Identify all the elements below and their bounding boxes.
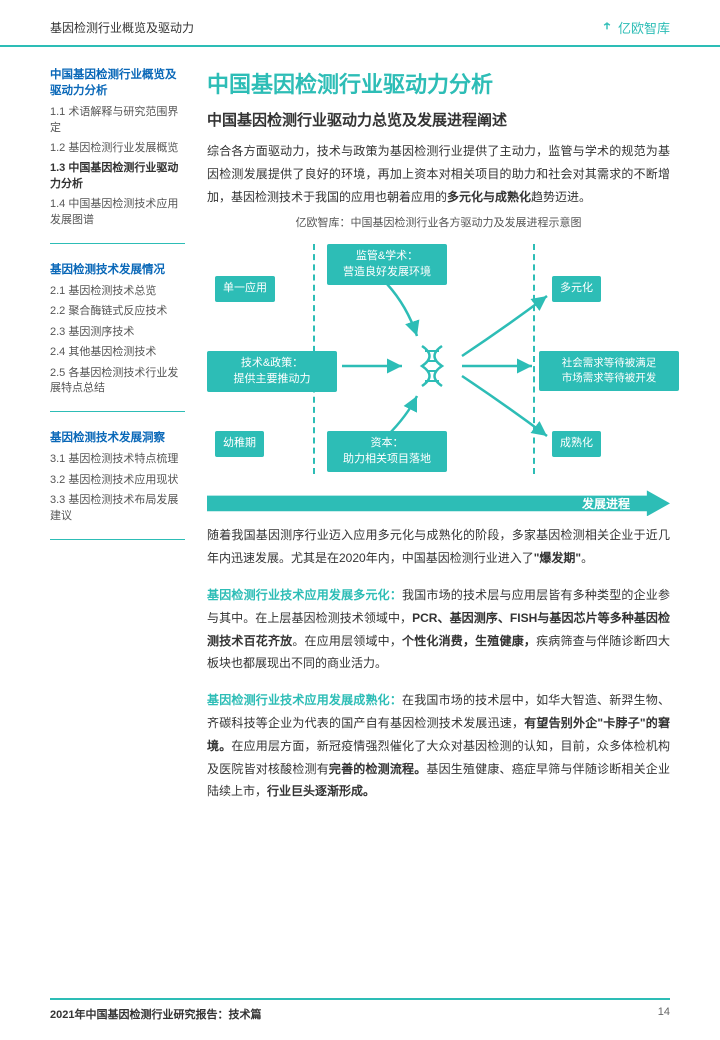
p3-lead: 基因检测行业技术应用发展多元化：: [207, 588, 402, 602]
intro-emphasis: 多元化与成熟化: [447, 190, 531, 204]
header-breadcrumb: 基因检测行业概览及驱动力: [50, 19, 194, 36]
toc-section: 基因检测技术发展情况 2.1 基因检测技术总览 2.2 聚合酶链式反应技术 2.3 基…: [50, 262, 185, 412]
dash-divider-2: [533, 244, 535, 474]
logo-icon: [600, 21, 614, 35]
toc-item[interactable]: 2.2 聚合酶链式反应技术: [50, 304, 185, 319]
box-tech-policy: 技术&政策： 提供主要推动力: [207, 351, 337, 392]
toc-heading: 基因检测技术发展洞察: [50, 430, 185, 446]
brand-logo: 亿欧智库: [600, 18, 670, 37]
header: 基因检测行业概览及驱动力 亿欧智库: [0, 0, 720, 47]
progress-label: 发展进程: [582, 495, 630, 512]
toc-item[interactable]: 2.5 各基因检测技术行业发展特点总结: [50, 366, 185, 397]
p4-d: 完善的检测流程。: [329, 762, 427, 776]
toc-item[interactable]: 3.2 基因检测技术应用现状: [50, 473, 185, 488]
toc-item[interactable]: 3.3 基因检测技术布局发展建议: [50, 493, 185, 524]
diagram-caption: 亿欧智库：中国基因检测行业各方驱动力及发展进程示意图: [207, 214, 670, 230]
toc-item[interactable]: 2.3 基因测序技术: [50, 325, 185, 340]
box-infancy: 幼稚期: [215, 431, 264, 456]
progress-arrow: 发展进程: [207, 490, 670, 516]
p2-a: 随着我国基因测序行业迈入应用多元化与成熟化的阶段，多家基因检测相关企业于近几年内…: [207, 528, 670, 565]
toc-item[interactable]: 1.4 中国基因检测技术应用发展图谱: [50, 197, 185, 228]
box-mature: 成熟化: [552, 431, 601, 456]
box-supervision: 监管&学术： 营造良好发展环境: [327, 244, 447, 285]
intro-text-1: 综合各方面驱动力，技术与政策为基因检测行业提供了主动力，监管与学术的规范为基因检…: [207, 144, 670, 204]
toc-item[interactable]: 2.1 基因检测技术总览: [50, 284, 185, 299]
toc-heading: 中国基因检测行业概览及驱动力分析: [50, 67, 185, 99]
driver-diagram: 单一应用 监管&学术： 营造良好发展环境 技术&政策： 提供主要推动力 幼稚期 …: [207, 236, 670, 516]
p4-lead: 基因检测行业技术应用发展成熟化：: [207, 693, 402, 707]
p4-f: 行业巨头逐渐形成。: [267, 784, 375, 798]
table-of-contents: 中国基因检测行业概览及驱动力分析 1.1 术语解释与研究范围界定 1.2 基因检测行…: [50, 67, 185, 809]
box-single-app: 单一应用: [215, 276, 275, 301]
p2-b: "爆发期": [534, 551, 581, 565]
footer: 2021年中国基因检测行业研究报告：技术篇 14: [50, 998, 670, 1022]
p3-d: 个性化消费，生殖健康，: [402, 634, 536, 648]
p3-c: 。在应用层领域中，: [292, 634, 402, 648]
brand-name: 亿欧智库: [618, 18, 670, 37]
dna-icon: [407, 341, 457, 391]
page-title: 中国基因检测行业驱动力分析: [207, 67, 670, 99]
page-subtitle: 中国基因检测行业驱动力总览及发展进程阐述: [207, 109, 670, 130]
toc-section: 基因检测技术发展洞察 3.1 基因检测技术特点梳理 3.2 基因检测技术应用现状 3.…: [50, 430, 185, 540]
box-diversify: 多元化: [552, 276, 601, 301]
box-social: 社会需求等待被满足 市场需求等待被开发: [539, 351, 679, 390]
paragraph-4: 基因检测行业技术应用发展成熟化：在我国市场的技术层中，如华大智造、新羿生物、齐碳…: [207, 689, 670, 803]
intro-text-2: 趋势迈进。: [531, 190, 591, 204]
toc-item[interactable]: 3.1 基因检测技术特点梳理: [50, 452, 185, 467]
p2-c: 。: [581, 551, 593, 565]
footer-page-number: 14: [658, 1006, 670, 1022]
paragraph-2: 随着我国基因测序行业迈入应用多元化与成熟化的阶段，多家基因检测相关企业于近几年内…: [207, 524, 670, 570]
toc-item[interactable]: 1.3 中国基因检测行业驱动力分析: [50, 161, 185, 192]
box-capital: 资本： 助力相关项目落地: [327, 431, 447, 472]
toc-item[interactable]: 1.2 基因检测行业发展概览: [50, 141, 185, 156]
footer-title: 2021年中国基因检测行业研究报告：技术篇: [50, 1006, 261, 1022]
main-content: 中国基因检测行业驱动力分析 中国基因检测行业驱动力总览及发展进程阐述 综合各方面…: [207, 67, 670, 809]
paragraph-3: 基因检测行业技术应用发展多元化：我国市场的技术层与应用层皆有多种类型的企业参与其…: [207, 584, 670, 675]
toc-heading: 基因检测技术发展情况: [50, 262, 185, 278]
toc-item[interactable]: 1.1 术语解释与研究范围界定: [50, 105, 185, 136]
toc-item[interactable]: 2.4 其他基因检测技术: [50, 345, 185, 360]
toc-section: 中国基因检测行业概览及驱动力分析 1.1 术语解释与研究范围界定 1.2 基因检测行…: [50, 67, 185, 244]
intro-paragraph: 综合各方面驱动力，技术与政策为基因检测行业提供了主动力，监管与学术的规范为基因检…: [207, 140, 670, 208]
